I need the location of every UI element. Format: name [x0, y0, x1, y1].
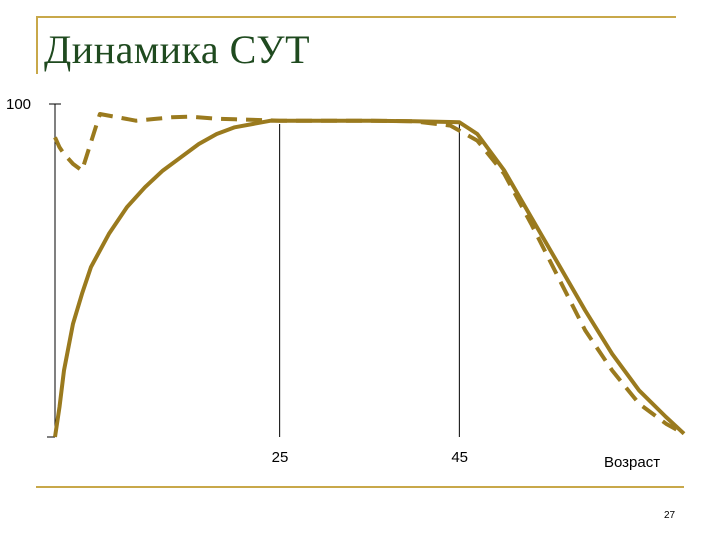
x-tick-label: 45 — [451, 449, 468, 466]
axes — [47, 103, 460, 438]
page-number: 27 — [664, 510, 676, 521]
series-layer — [53, 112, 686, 438]
x-tick-label: 25 — [272, 449, 289, 466]
series-line-dashed — [53, 112, 685, 436]
y-tick-label: 100 — [6, 96, 31, 113]
slide-title: Динамика СУТ — [44, 27, 311, 72]
series-line-solid — [53, 118, 686, 438]
top-rule — [36, 16, 676, 18]
left-rule — [36, 16, 38, 74]
bottom-rule — [36, 486, 684, 488]
x-axis-label: Возраст — [604, 454, 660, 471]
